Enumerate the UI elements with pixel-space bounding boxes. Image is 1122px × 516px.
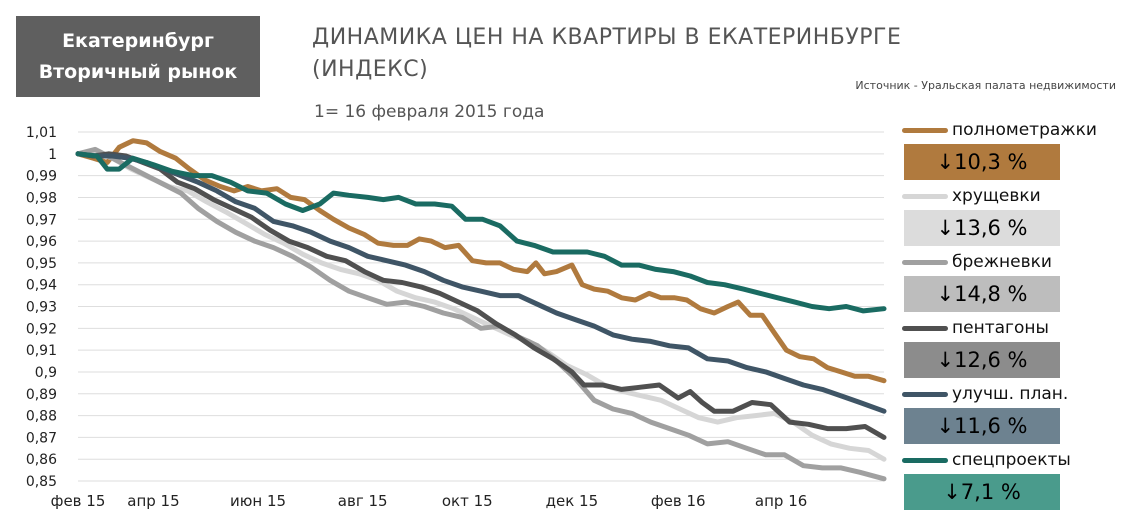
series-line [75, 146, 887, 482]
y-tick-label: 0,89 [26, 387, 57, 403]
legend-swatch [902, 457, 948, 463]
change-badge: ↓10,3 % [904, 144, 1060, 180]
badge-market: Вторичный рынок [38, 60, 238, 83]
source-note: Источник - Уральская палата недвижимости [855, 79, 1116, 92]
y-tick-label: 0,87 [26, 430, 57, 446]
legend-swatch [902, 193, 948, 199]
series-line [75, 138, 887, 384]
legend-label: полнометражки [902, 117, 1097, 143]
legend-text: улучш. план. [952, 384, 1069, 404]
x-tick-label: дек 15 [546, 492, 599, 510]
series-lines [75, 138, 887, 482]
legend-label: брежневки [902, 249, 1052, 275]
legend-text: полнометражки [952, 120, 1097, 140]
y-tick-label: 0,99 [26, 169, 57, 185]
line-chart: 1,01 1 0,99 0,98 0,97 0,96 0,95 0,94 0,93 0,92 0,9… [26, 125, 887, 510]
y-tick-label: 0,94 [26, 278, 57, 294]
city-badge: Екатеринбург Вторичный рынок [16, 16, 260, 97]
legend-swatch [902, 325, 948, 331]
legend-label: пентагоны [902, 315, 1049, 341]
y-tick-label: 1 [48, 147, 57, 163]
series-line [75, 151, 887, 440]
chart-subtitle: 1= 16 февраля 2015 года [314, 102, 545, 122]
x-tick-label: окт 15 [442, 492, 493, 510]
x-tick-label: июн 15 [230, 492, 286, 510]
y-tick-label: 0,92 [26, 321, 57, 337]
grid-lines [78, 131, 884, 482]
chart-title: ДИНАМИКА ЦЕН НА КВАРТИРЫ В ЕКАТЕРИНБУРГЕ… [312, 25, 902, 82]
x-tick-label: фев 16 [651, 492, 706, 510]
x-tick-label: апр 15 [127, 492, 179, 510]
series-line [75, 149, 887, 462]
y-tick-label: 1,01 [26, 125, 57, 141]
x-tick-label: апр 16 [755, 492, 807, 510]
y-tick-label: 0,95 [26, 256, 57, 272]
change-badge: ↓12,6 % [904, 342, 1060, 378]
y-tick-label: 0,88 [26, 409, 57, 425]
legend-swatch [902, 259, 948, 265]
x-axis: фев 15 апр 15 июн 15 авг 15 окт 15 дек 15 фев … [51, 492, 808, 510]
legend-text: пентагоны [952, 318, 1049, 338]
y-tick-label: 0,85 [26, 474, 57, 490]
change-badge: ↓14,8 % [904, 276, 1060, 312]
x-tick-label: авг 15 [338, 492, 388, 510]
y-tick-label: 0,93 [26, 300, 57, 316]
change-badge: ↓11,6 % [904, 408, 1060, 444]
legend-label: хрущевки [902, 183, 1041, 209]
y-tick-label: 0,91 [26, 343, 57, 359]
change-badge: ↓7,1 % [904, 474, 1060, 510]
y-tick-label: 0,97 [26, 212, 57, 228]
y-tick-label: 0,9 [35, 365, 57, 381]
series-line [75, 151, 887, 414]
legend-text: хрущевки [952, 186, 1041, 206]
legend-swatch [902, 391, 948, 397]
legend-text: брежневки [952, 252, 1052, 272]
legend-label: улучш. план. [902, 381, 1068, 407]
y-tick-label: 0,98 [26, 190, 57, 206]
legend-text: спецпроекты [952, 450, 1071, 470]
x-tick-label: фев 15 [51, 492, 106, 510]
y-axis: 1,01 1 0,99 0,98 0,97 0,96 0,95 0,94 0,93 0,92 0,9… [26, 125, 57, 490]
y-tick-label: 0,86 [26, 452, 57, 468]
y-tick-label: 0,96 [26, 234, 57, 250]
change-badge: ↓13,6 % [904, 210, 1060, 246]
legend-label: спецпроекты [902, 447, 1071, 473]
series-line [75, 151, 887, 314]
badge-city: Екатеринбург [62, 29, 214, 52]
legend-swatch [902, 127, 948, 133]
